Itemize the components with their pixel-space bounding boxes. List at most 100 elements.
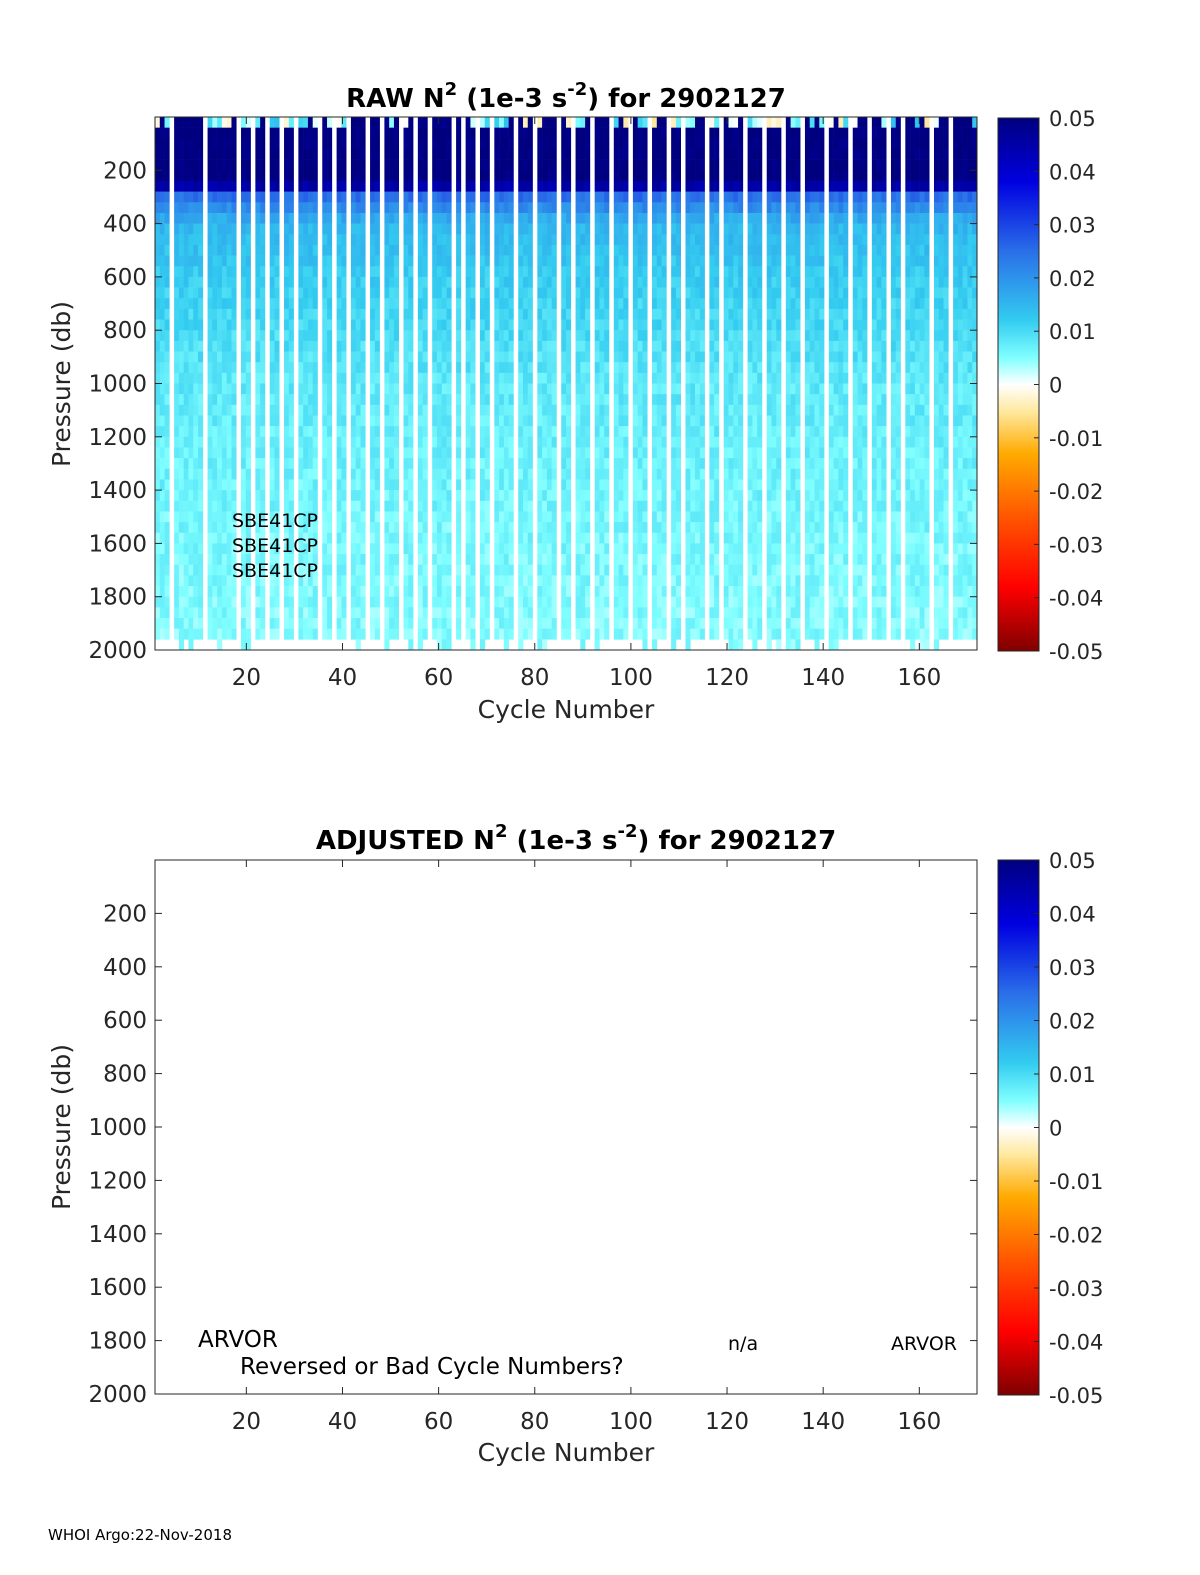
- heat-cell: [537, 468, 543, 480]
- heat-cell: [384, 362, 390, 374]
- heat-cell: [178, 234, 184, 246]
- heat-cell: [298, 138, 304, 150]
- heat-cell: [542, 330, 548, 342]
- heat-cell: [656, 468, 662, 480]
- heat-cell: [747, 404, 753, 416]
- heat-cell: [604, 383, 610, 395]
- heat-cell: [155, 522, 161, 534]
- heat-cell: [422, 170, 428, 182]
- heat-cell: [288, 255, 294, 267]
- heat-cell: [245, 447, 251, 459]
- heat-cell: [546, 575, 552, 587]
- heat-cell: [671, 266, 677, 278]
- heat-cell: [561, 564, 567, 576]
- heat-cell: [709, 202, 715, 214]
- heat-cell: [341, 479, 347, 491]
- heat-cell: [484, 298, 490, 310]
- heat-cell: [303, 564, 309, 576]
- heat-cell: [499, 426, 505, 438]
- cycle-column: [327, 117, 333, 640]
- heat-cell: [241, 447, 247, 459]
- heat-cell: [231, 362, 237, 374]
- heat-cell: [503, 255, 509, 267]
- heat-cell: [561, 543, 567, 555]
- heat-cell: [618, 298, 624, 310]
- heat-cell: [470, 554, 476, 566]
- heat-cell: [632, 532, 638, 544]
- heat-cell: [699, 500, 705, 512]
- heat-cell: [604, 618, 610, 629]
- heat-cell: [771, 180, 777, 192]
- heat-cell: [709, 148, 715, 160]
- cycle-column: [198, 117, 204, 640]
- heat-cell: [441, 596, 447, 608]
- heat-cell: [695, 148, 701, 160]
- heat-cell: [566, 628, 572, 640]
- heat-cell: [733, 202, 739, 214]
- heat-cell: [785, 319, 791, 331]
- heat-cell: [537, 255, 543, 267]
- heat-cell: [599, 436, 605, 448]
- heat-cell: [355, 479, 361, 491]
- heat-cell: [241, 490, 247, 502]
- heat-cell: [207, 586, 213, 597]
- heat-cell: [652, 319, 658, 331]
- heat-cell: [355, 554, 361, 566]
- heat-cell: [456, 628, 462, 640]
- heat-cell: [714, 308, 720, 320]
- heat-cell: [212, 522, 218, 534]
- heat-cell: [193, 234, 199, 246]
- heat-cell: [656, 255, 662, 267]
- heat-cell: [508, 351, 514, 363]
- heat-cell: [766, 372, 772, 384]
- heat-cell: [159, 117, 165, 128]
- heat-cell: [446, 394, 452, 406]
- heat-cell: [360, 330, 366, 342]
- heat-cell: [594, 159, 600, 171]
- heat-cell: [303, 212, 309, 224]
- heat-cell: [446, 298, 452, 310]
- heat-cell: [752, 276, 758, 288]
- heat-cell: [566, 362, 572, 374]
- heat-cell: [312, 159, 318, 171]
- heat-cell: [613, 404, 619, 416]
- heat-cell: [198, 255, 204, 267]
- heat-cell: [503, 138, 509, 150]
- heat-cell: [303, 234, 309, 246]
- heat-cell: [757, 479, 763, 491]
- heat-cell: [350, 532, 357, 544]
- heat-cell: [685, 234, 691, 246]
- heat-cell: [542, 127, 548, 139]
- heat-cell: [738, 127, 744, 139]
- raw-n2-panel: RAW N2 (1e-3 s-2) for 2902127 20 40 60 80 10…: [47, 79, 1103, 724]
- heat-cell: [594, 127, 600, 139]
- heat-cell: [723, 479, 729, 491]
- heat-cell: [604, 191, 610, 203]
- heat-cell: [322, 127, 328, 139]
- heat-cell: [341, 532, 347, 544]
- heat-cell: [652, 490, 658, 502]
- heat-cell: [699, 170, 705, 182]
- heat-cell: [733, 330, 739, 342]
- heat-cell: [255, 266, 261, 278]
- heat-cell: [494, 276, 500, 288]
- heat-cell: [307, 554, 314, 566]
- heat-cell: [393, 490, 400, 502]
- heat-cell: [738, 138, 744, 150]
- heat-cell: [327, 383, 333, 395]
- heat-cell: [231, 415, 237, 427]
- cycle-column: [738, 117, 744, 651]
- heat-cell: [632, 298, 638, 310]
- heat-cell: [284, 276, 290, 288]
- heat-cell: [709, 532, 715, 544]
- heat-cell: [393, 554, 400, 566]
- heat-cell: [403, 436, 409, 448]
- heat-cell: [441, 330, 447, 342]
- heat-cell: [221, 170, 227, 182]
- heat-cell: [652, 618, 658, 629]
- heat-cell: [360, 319, 366, 331]
- heat-cell: [374, 415, 380, 427]
- heat-cell: [508, 575, 514, 587]
- heat-cell: [212, 447, 218, 459]
- heat-cell: [494, 244, 500, 256]
